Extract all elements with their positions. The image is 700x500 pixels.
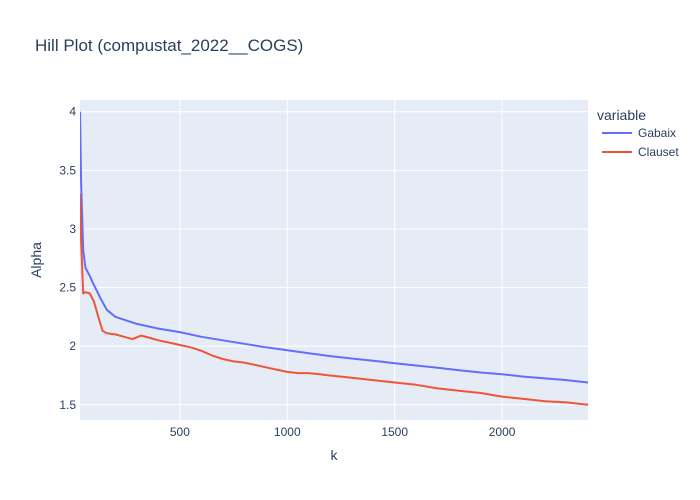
x-axis-label: k: [331, 447, 339, 463]
grid-lines: [80, 100, 588, 420]
y-tick-label: 3: [69, 222, 76, 236]
x-tick-label: 500: [170, 425, 190, 439]
y-tick-label: 2.5: [59, 281, 76, 295]
y-tick-label: 1.5: [59, 398, 76, 412]
legend-item-clauset[interactable]: Clauset: [602, 145, 679, 159]
legend-title: variable: [597, 107, 646, 123]
plot-area[interactable]: [80, 100, 588, 420]
y-tick-label: 3.5: [59, 163, 76, 177]
legend-label: Clauset: [638, 145, 679, 159]
x-tick-label: 2000: [489, 425, 516, 439]
y-tick-label: 2: [69, 339, 76, 353]
legend-item-gabaix[interactable]: Gabaix: [602, 126, 676, 140]
series-layer: [80, 111, 588, 406]
legend: variable Gabaix Clauset: [597, 107, 679, 159]
x-tick-label: 1000: [274, 425, 301, 439]
series-line-clauset[interactable]: [80, 193, 588, 406]
x-axis-ticks: 500 1000 1500 2000: [170, 425, 516, 439]
legend-label: Gabaix: [638, 126, 676, 140]
y-axis-label: Alpha: [28, 242, 44, 278]
y-axis-ticks: 1.5 2 2.5 3 3.5 4: [59, 105, 76, 412]
series-line-gabaix[interactable]: [80, 111, 588, 384]
y-tick-label: 4: [69, 105, 76, 119]
chart-title: Hill Plot (compustat_2022__COGS): [35, 36, 303, 55]
x-tick-label: 1500: [381, 425, 408, 439]
